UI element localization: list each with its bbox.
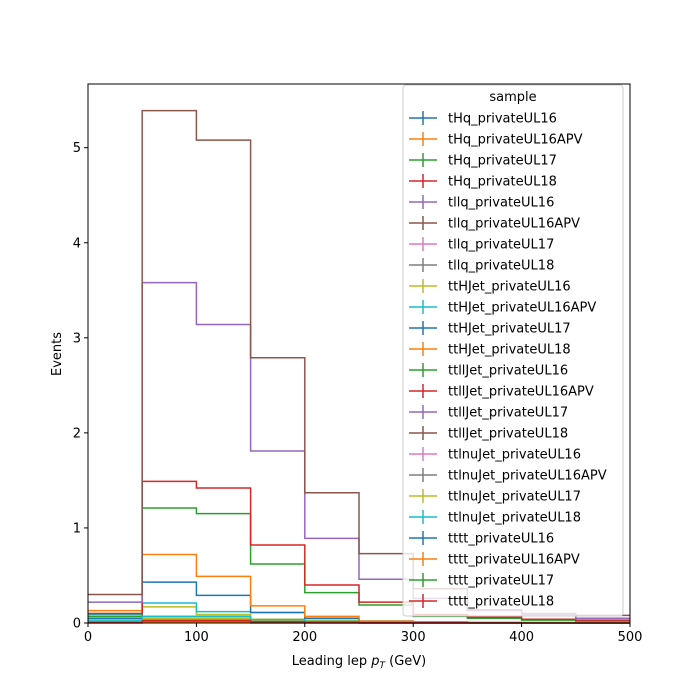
legend: sample tHq_privateUL16 tHq_privateUL16APV… — [402, 84, 624, 617]
legend-item: tttt_privateUL16APV — [409, 552, 580, 568]
legend-item: ttllJet_privateUL16 — [409, 363, 568, 379]
legend-item: ttllJet_privateUL18 — [409, 426, 568, 442]
legend-item: tHq_privateUL18 — [409, 174, 557, 190]
legend-label: tllq_privateUL16APV — [448, 217, 580, 232]
legend-items: tHq_privateUL16 tHq_privateUL16APV tHq_pri… — [409, 111, 607, 610]
legend-label: ttlnuJet_privateUL17 — [448, 490, 581, 505]
legend-title: sample — [489, 90, 536, 105]
legend-item: ttHJet_privateUL16APV — [409, 300, 596, 316]
x-axis-label-symbol: p — [370, 654, 379, 669]
legend-item: tHq_privateUL16 — [409, 111, 557, 127]
x-tick-label: 500 — [618, 630, 643, 645]
legend-label: ttlnuJet_privateUL16APV — [448, 469, 607, 484]
legend-label: tttt_privateUL17 — [448, 574, 554, 589]
legend-label: ttHJet_privateUL16APV — [448, 301, 596, 316]
legend-label: ttllJet_privateUL16APV — [448, 385, 594, 400]
legend-label: tllq_privateUL16 — [448, 196, 554, 211]
y-tick-label: 5 — [73, 141, 81, 156]
legend-item: ttlnuJet_privateUL17 — [409, 489, 581, 505]
x-tick-label: 400 — [509, 630, 534, 645]
legend-item: tllq_privateUL16 — [409, 195, 554, 211]
legend-label: tttt_privateUL16 — [448, 532, 554, 547]
y-tick-label: 1 — [73, 521, 81, 536]
legend-label: ttHJet_privateUL18 — [448, 343, 571, 358]
x-tick-label: 300 — [401, 630, 426, 645]
legend-box — [402, 84, 624, 617]
y-axis-label: Events — [50, 332, 65, 376]
legend-label: ttllJet_privateUL18 — [448, 427, 568, 442]
legend-item: ttHJet_privateUL16 — [409, 279, 571, 295]
legend-item: ttHJet_privateUL18 — [409, 342, 571, 358]
x-axis-label-main: Leading lep — [292, 654, 371, 669]
legend-label: tHq_privateUL18 — [448, 175, 557, 190]
y-tick-label: 4 — [73, 236, 81, 251]
legend-item: tllq_privateUL17 — [409, 237, 554, 253]
legend-label: tllq_privateUL17 — [448, 238, 554, 253]
legend-item: ttHJet_privateUL17 — [409, 321, 571, 337]
x-axis-label: Leading lep pT (GeV) — [292, 654, 426, 671]
plot-frame — [87, 83, 631, 624]
x-axis-label-subscript: T — [379, 661, 386, 671]
series-line-ttllJet_privateUL16APV — [88, 480, 630, 621]
legend-label: tHq_privateUL17 — [448, 154, 557, 169]
x-axis-ticks: 0 100 200 300 400 500 — [84, 623, 643, 645]
x-axis-label-unit: (GeV) — [385, 654, 426, 669]
y-axis-ticks: 0 1 2 3 4 5 — [73, 141, 88, 632]
legend-item: ttlnuJet_privateUL16APV — [409, 468, 607, 484]
x-tick-label: 0 — [84, 630, 92, 645]
legend-label: tttt_privateUL18 — [448, 595, 554, 610]
x-tick-label: 100 — [184, 630, 209, 645]
legend-item: tttt_privateUL16 — [409, 531, 554, 547]
legend-label: ttHJet_privateUL17 — [448, 322, 571, 337]
y-tick-label: 0 — [73, 617, 81, 632]
legend-label: ttHJet_privateUL16 — [448, 280, 571, 295]
legend-label: tllq_privateUL18 — [448, 259, 554, 274]
legend-label: tttt_privateUL16APV — [448, 553, 580, 568]
legend-label: ttllJet_privateUL16 — [448, 364, 568, 379]
legend-label: ttlnuJet_privateUL18 — [448, 511, 581, 526]
legend-item: ttlnuJet_privateUL16 — [409, 447, 581, 463]
legend-item: tHq_privateUL17 — [409, 153, 557, 169]
legend-label: tHq_privateUL16 — [448, 112, 557, 127]
x-tick-label: 200 — [292, 630, 317, 645]
y-tick-label: 3 — [73, 331, 81, 346]
legend-item: tHq_privateUL16APV — [409, 132, 583, 148]
legend-label: ttllJet_privateUL17 — [448, 406, 568, 421]
legend-item: tllq_privateUL18 — [409, 258, 554, 274]
legend-label: tHq_privateUL16APV — [448, 133, 583, 148]
legend-item: tllq_privateUL16APV — [409, 216, 580, 232]
legend-item: ttlnuJet_privateUL18 — [409, 510, 581, 526]
legend-item: ttllJet_privateUL16APV — [409, 384, 594, 400]
legend-item: ttllJet_privateUL17 — [409, 405, 568, 421]
legend-label: ttlnuJet_privateUL16 — [448, 448, 581, 463]
legend-item: tttt_privateUL17 — [409, 573, 554, 589]
y-tick-label: 2 — [73, 426, 81, 441]
legend-item: tttt_privateUL18 — [409, 594, 554, 610]
